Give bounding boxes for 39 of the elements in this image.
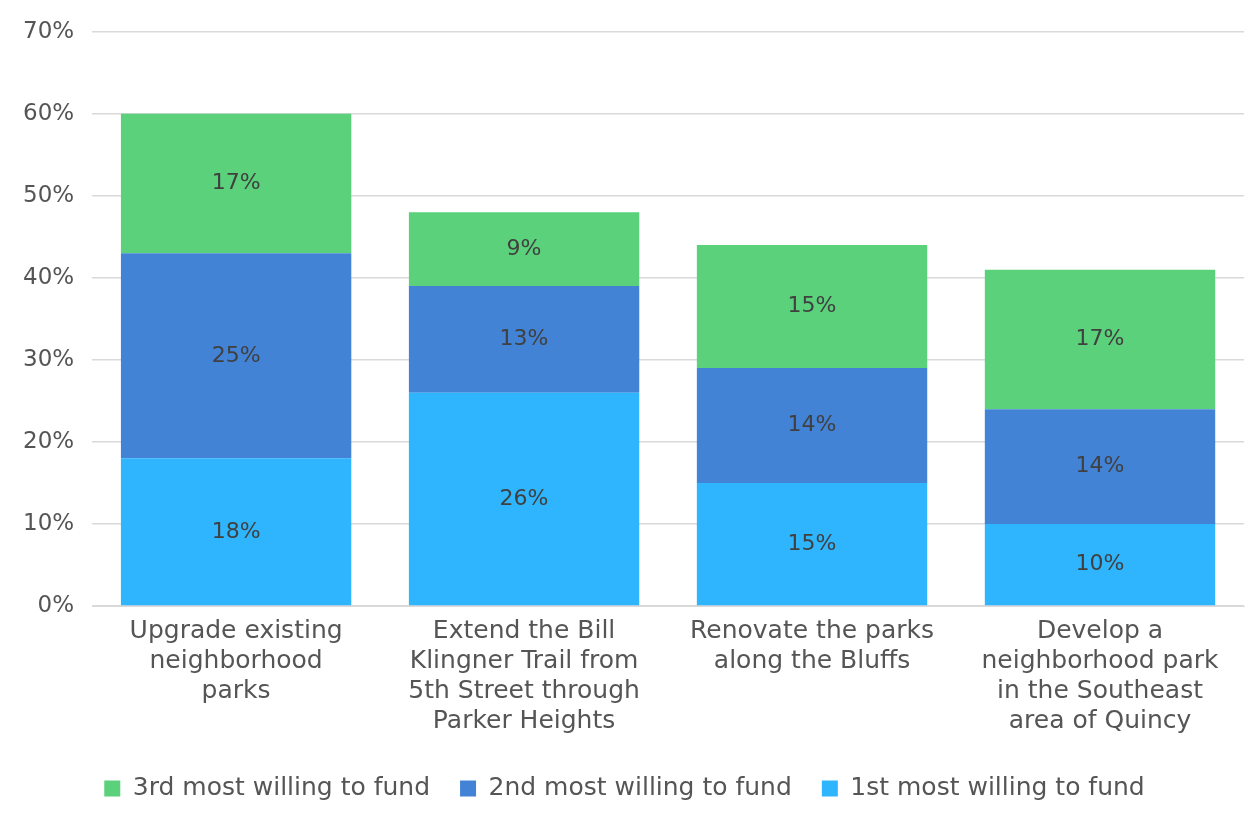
data-label: 15% bbox=[787, 529, 837, 555]
bar bbox=[408, 212, 640, 287]
bar bbox=[984, 409, 1216, 524]
legend-label: 1st most willing to fund bbox=[850, 772, 1145, 801]
data-label: 14% bbox=[1075, 452, 1125, 478]
x-tick-label: Extend the Bill Klingner Trail from 5th Street through Parker Heights bbox=[408, 614, 640, 734]
bar bbox=[696, 482, 928, 606]
legend-label: 3rd most willing to fund bbox=[132, 772, 431, 801]
data-label: 15% bbox=[787, 292, 837, 318]
x-tick-label: Renovate the parks along the Bluffs bbox=[690, 614, 935, 674]
y-tick-label: 20% bbox=[23, 426, 75, 453]
bar bbox=[120, 458, 352, 606]
data-label: 17% bbox=[211, 169, 261, 195]
bar bbox=[984, 269, 1216, 410]
bar bbox=[408, 392, 640, 606]
data-label: 25% bbox=[211, 341, 261, 367]
bar bbox=[984, 523, 1216, 606]
data-label: 26% bbox=[499, 484, 549, 510]
y-tick-label: 70% bbox=[23, 16, 75, 43]
legend-label: 2nd most willing to fund bbox=[488, 772, 792, 801]
y-tick-label: 40% bbox=[23, 262, 75, 289]
y-tick-label: 50% bbox=[23, 180, 75, 207]
data-label: 14% bbox=[787, 411, 837, 437]
bar bbox=[408, 286, 640, 393]
data-label: 18% bbox=[211, 517, 261, 543]
bar bbox=[120, 253, 352, 459]
y-tick-label: 30% bbox=[23, 344, 75, 371]
data-label: 9% bbox=[506, 234, 542, 260]
x-tick-label: Develop a neighborhood park in the Southeast area of Quincy bbox=[981, 614, 1220, 734]
data-label: 17% bbox=[1075, 325, 1125, 351]
bar bbox=[696, 245, 928, 369]
y-tick-label: 10% bbox=[23, 508, 75, 535]
x-tick-label: Upgrade existing neighborhood parks bbox=[129, 614, 343, 704]
y-tick-label: 60% bbox=[23, 98, 75, 125]
y-tick-label: 0% bbox=[37, 590, 75, 617]
data-label: 10% bbox=[1075, 550, 1125, 576]
bar bbox=[696, 368, 928, 483]
data-label: 13% bbox=[499, 325, 549, 351]
bar bbox=[120, 113, 352, 254]
